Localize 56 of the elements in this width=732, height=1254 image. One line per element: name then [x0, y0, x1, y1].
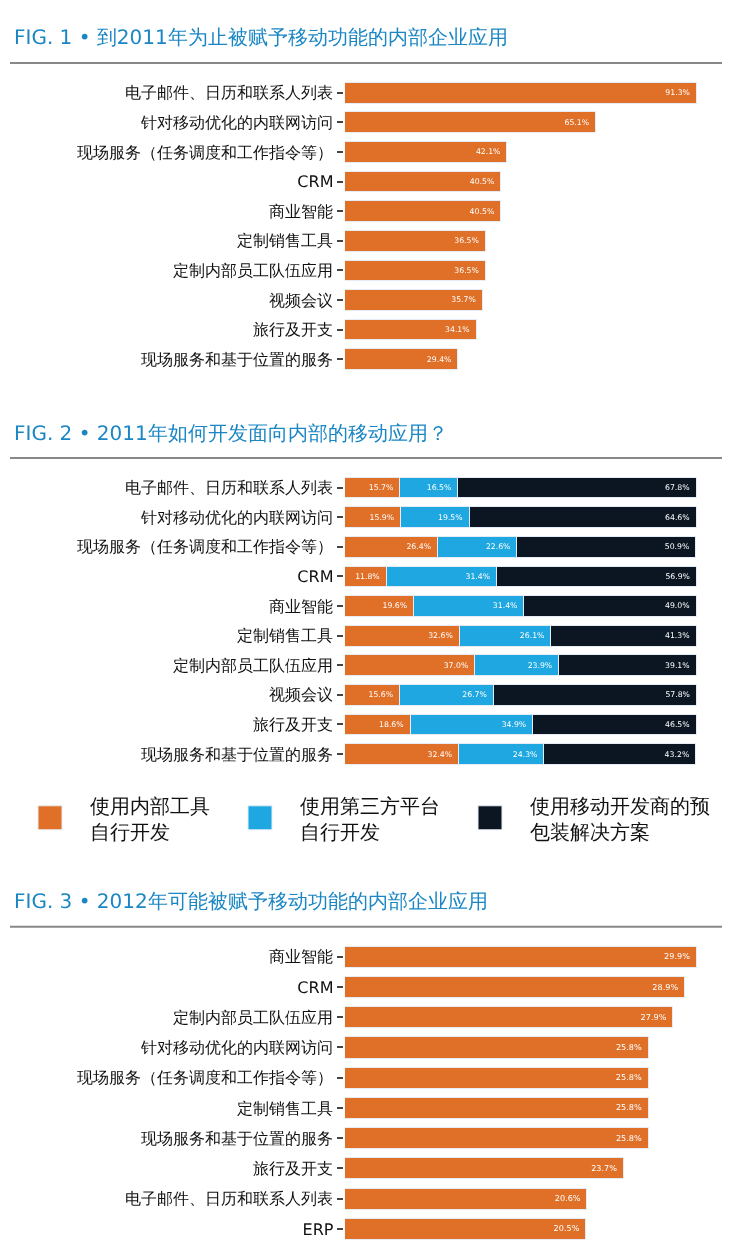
bar	[344, 111, 596, 134]
y-tick-label: 定制销售工具	[237, 627, 334, 646]
y-tick-label: CRM	[297, 978, 334, 997]
legend-label: 使用第三方平台自行开发	[300, 794, 440, 845]
y-tick-label: CRM	[297, 173, 334, 192]
bar	[344, 1217, 587, 1240]
bar	[344, 975, 686, 999]
bar	[344, 1006, 674, 1029]
y-tick-label: 电子邮件、日历和联系人列表	[125, 84, 334, 103]
chart-title: FIG. 3 • 2012年可能被赋予移动功能的内部企业应用	[14, 890, 488, 914]
y-tick-label: ERP	[302, 1220, 334, 1239]
y-tick-label: 旅行及开支	[253, 321, 334, 340]
bar	[344, 170, 502, 193]
bar	[344, 1036, 649, 1059]
y-tick-label: 旅行及开支	[253, 1160, 334, 1179]
y-tick-label: 现场服务（任务调度和工作指令等）	[77, 538, 334, 557]
legend-label: 使用内部工具自行开发	[90, 794, 210, 845]
y-tick-label: 现场服务和基于位置的服务	[141, 350, 334, 369]
bar	[344, 200, 502, 223]
y-tick-label: 现场服务（任务调度和工作指令等）	[77, 1069, 334, 1088]
bar	[344, 348, 459, 371]
bar	[344, 1127, 649, 1150]
y-tick-label: 针对移动优化的内联网访问	[139, 113, 334, 132]
y-tick-label: 商业智能	[269, 597, 334, 616]
y-tick-label: 定制销售工具	[237, 232, 334, 251]
y-tick-label: 商业智能	[269, 948, 334, 967]
y-tick-label: 视频会议	[269, 686, 334, 705]
bar	[344, 1096, 649, 1120]
y-tick-label: 定制销售工具	[237, 1099, 334, 1118]
bar	[344, 141, 508, 163]
y-tick-label: 商业智能	[269, 202, 334, 221]
chart-title: FIG. 1 • 到2011年为止被赋予移动功能的内部企业应用	[14, 26, 508, 50]
y-tick-label: 定制内部员工队伍应用	[173, 656, 334, 675]
bar	[344, 1157, 624, 1180]
bar	[344, 229, 486, 252]
y-tick-label: 针对移动优化的内联网访问	[139, 508, 334, 527]
y-tick-label: 现场服务和基于位置的服务	[141, 1129, 334, 1148]
y-tick-label: 针对移动优化的内联网访问	[139, 1039, 334, 1058]
legend-label: 使用移动开发商的预包装解决方案	[530, 794, 710, 845]
y-tick-label: 电子邮件、日历和联系人列表	[125, 1190, 334, 1209]
bar	[344, 1066, 649, 1089]
y-tick-label: 电子邮件、日历和联系人列表	[125, 479, 334, 498]
y-tick-label: 旅行及开支	[253, 716, 334, 735]
y-tick-label: 定制内部员工队伍应用	[173, 261, 334, 280]
bar	[344, 1187, 588, 1210]
bar	[344, 289, 483, 311]
bar	[344, 81, 697, 104]
bar	[344, 318, 477, 341]
y-tick-label: 定制内部员工队伍应用	[173, 1008, 334, 1027]
bar	[344, 945, 697, 968]
y-tick-label: 视频会议	[269, 291, 334, 310]
bar	[344, 259, 486, 282]
y-tick-label: 现场服务（任务调度和工作指令等）	[77, 143, 334, 162]
y-tick-label: 现场服务和基于位置的服务	[141, 745, 334, 764]
y-tick-label: CRM	[297, 568, 334, 587]
chart-title: FIG. 2 • 2011年如何开发面向内部的移动应用？	[14, 422, 448, 446]
